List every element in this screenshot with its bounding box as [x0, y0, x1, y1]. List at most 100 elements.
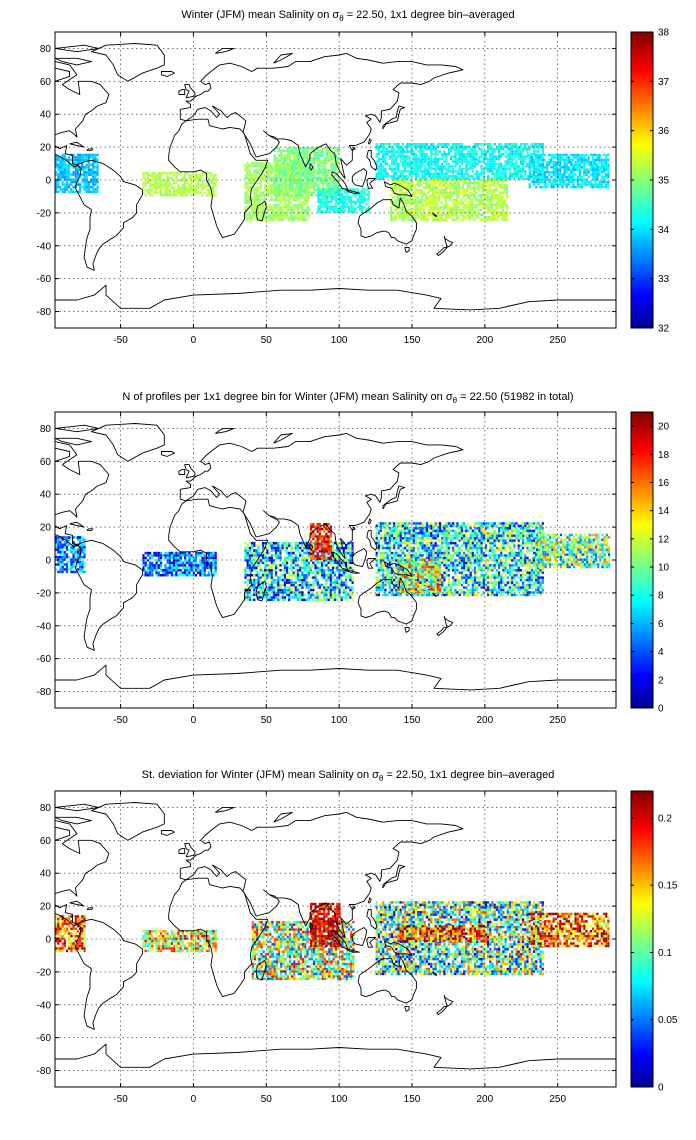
- panel-1-cell: [460, 186, 463, 190]
- panel-1-cell: [326, 194, 329, 197]
- panel-1-cell: [310, 157, 313, 160]
- panel-1-cell: [412, 157, 415, 161]
- panel-1-cell: [395, 162, 398, 166]
- panel-1-coastline: [351, 168, 368, 188]
- panel-1-cell: [574, 163, 577, 167]
- panel-1-cell: [488, 186, 491, 190]
- panel-1-cell: [596, 168, 599, 171]
- panel-2-cell: [305, 583, 308, 587]
- panel-1-cell: [96, 158, 99, 162]
- panel-1-cell: [319, 190, 322, 194]
- panel-1-cell: [583, 180, 586, 184]
- panel-1-cell: [484, 194, 487, 197]
- panel-1-cell: [526, 143, 529, 146]
- panel-1-cell: [414, 191, 417, 194]
- panel-2-cell: [316, 581, 319, 584]
- panel-1-cell: [457, 208, 461, 212]
- panel-1-cell: [85, 163, 88, 167]
- panel-1-cell: [302, 161, 305, 165]
- panel-2-cell: [83, 548, 86, 551]
- panel-2-cell: [159, 574, 163, 577]
- panel-1-cell: [548, 178, 551, 181]
- panel-1-cell: [506, 160, 509, 163]
- panel-1-cell: [401, 170, 404, 173]
- panel-1-cell: [268, 189, 271, 192]
- panel-1-cell: [279, 211, 282, 214]
- panel-1-cell: [299, 184, 302, 187]
- panel-1-cell: [570, 173, 573, 176]
- panel-1-cell: [471, 181, 474, 185]
- panel-1-cell: [451, 206, 454, 209]
- panel-2-cell: [61, 555, 64, 559]
- panel-1-cell: [539, 173, 542, 176]
- panel-1-cell: [323, 195, 326, 199]
- panel-1-cell: [334, 200, 337, 204]
- panel-1-cell: [550, 161, 553, 164]
- panel-1-cell: [561, 173, 564, 176]
- panel-1-cell: [455, 189, 458, 192]
- panel-1-cell: [471, 194, 474, 197]
- panel-1-cell: [394, 179, 397, 182]
- panel-1-cell: [259, 166, 262, 170]
- panel-1-cell: [96, 178, 99, 181]
- panel-1-cell: [280, 157, 283, 160]
- panel-1-cell: [79, 185, 82, 189]
- panel-2-cell: [290, 541, 293, 545]
- panel-1-cell: [293, 159, 296, 162]
- panel-1-cell: [427, 184, 430, 187]
- panel-2-cell: [323, 561, 326, 565]
- panel-2-cell: [310, 583, 313, 587]
- panel-1-cell: [550, 166, 553, 169]
- panel-1-cell: [403, 216, 406, 219]
- panel-1-cell: [337, 147, 340, 150]
- panel-1-cell: [471, 167, 474, 171]
- panel-1-cell: [440, 189, 443, 192]
- panel-1-cell: [447, 175, 450, 178]
- panel-1-cell: [528, 167, 531, 171]
- panel-1-cell: [501, 216, 504, 219]
- panel-1-cell: [535, 143, 538, 146]
- panel-1-cell: [559, 166, 562, 169]
- panel-1-cell: [513, 157, 516, 161]
- panel-1-cell: [419, 147, 422, 151]
- panel-1-cell: [488, 184, 491, 187]
- panel-2-cell: [214, 551, 217, 555]
- panel-1-cell: [392, 184, 395, 187]
- panel-1-cell: [410, 143, 413, 146]
- panel-1-cell: [251, 216, 254, 219]
- panel-1-cell: [358, 205, 361, 208]
- panel-1-cell: [419, 160, 422, 163]
- panel-1-cell: [268, 169, 271, 172]
- panel-2-cell: [272, 561, 275, 565]
- panel-2-cell: [286, 546, 289, 550]
- panel-1-cell: [326, 169, 329, 172]
- panel-1-cell: [456, 175, 459, 178]
- panel-1-cell: [295, 149, 298, 153]
- panel-1-cell: [396, 196, 399, 199]
- panel-2-cell: [246, 546, 249, 550]
- panel-1-cell: [408, 160, 411, 163]
- panel-1-cell: [418, 216, 421, 219]
- panel-1-cell: [501, 218, 504, 222]
- panel-1-cell: [259, 203, 262, 207]
- panel-1-cell: [170, 194, 173, 197]
- panel-1-cell: [436, 145, 439, 148]
- panel-1-cell: [401, 175, 404, 178]
- panel-1-cell: [515, 167, 518, 171]
- panel-2-cell: [81, 548, 84, 551]
- panel-1-cell: [456, 147, 459, 151]
- panel-2-cell: [307, 571, 310, 574]
- panel-1-cell: [303, 218, 306, 222]
- panel-2-cell: [81, 570, 84, 574]
- panel-1-cell: [330, 157, 333, 160]
- panel-1-cell: [317, 198, 320, 201]
- panel-1-cell: [257, 171, 260, 175]
- panel-1-cell: [248, 179, 251, 182]
- panel-1-cell: [559, 153, 562, 157]
- panel-1-cell: [251, 198, 254, 202]
- panel-1-cell: [436, 186, 439, 190]
- panel-1-cell: [431, 216, 434, 219]
- panel-1-cell: [354, 200, 357, 204]
- panel-2-cell: [248, 569, 251, 572]
- panel-2-cell: [323, 596, 326, 599]
